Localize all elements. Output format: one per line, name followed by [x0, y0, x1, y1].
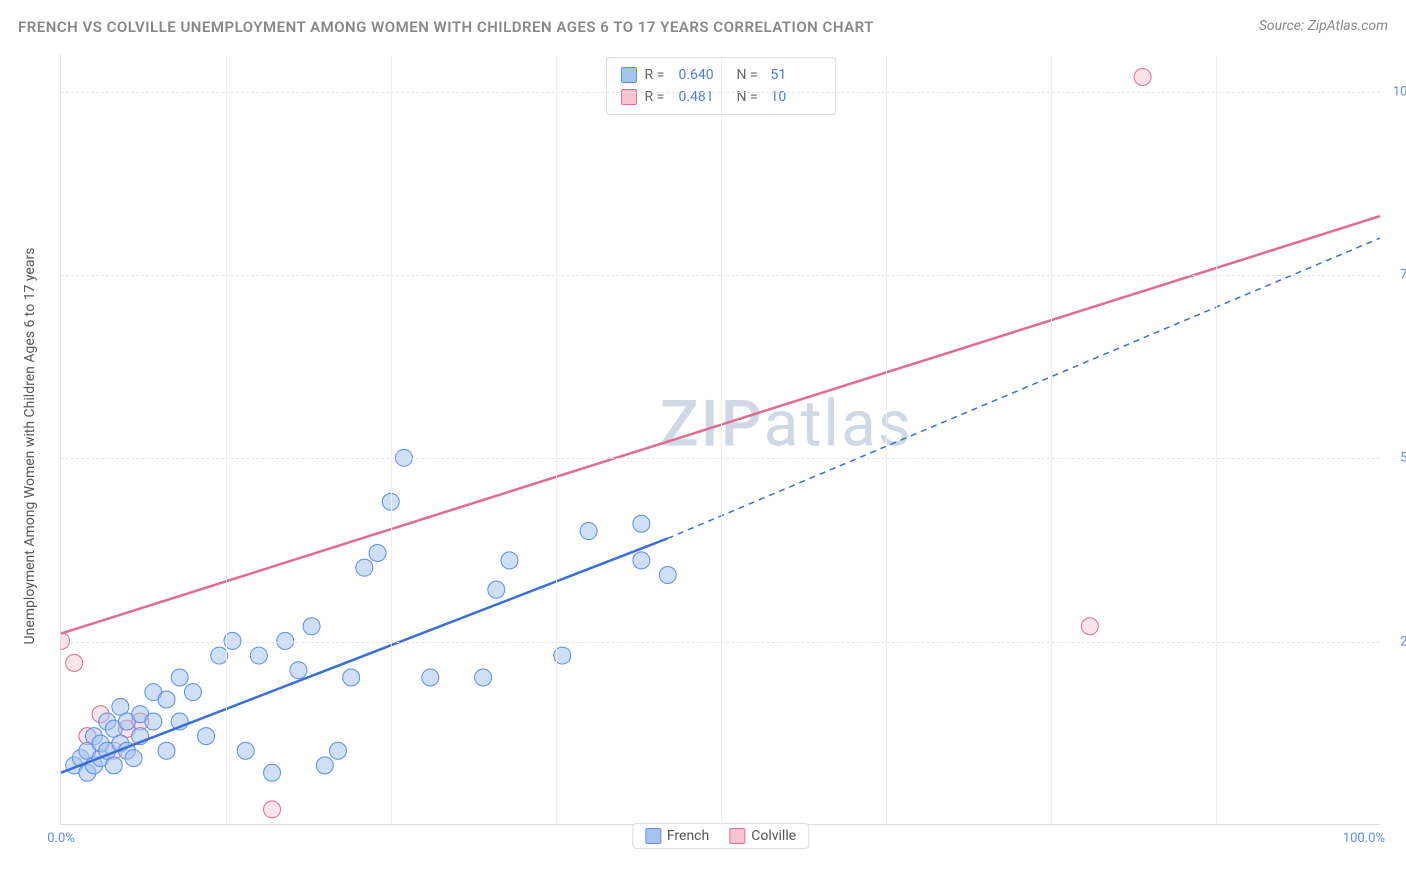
legend-series-item: French: [645, 828, 709, 844]
legend-series-label: French: [667, 828, 709, 844]
legend-n-value: 51: [771, 67, 821, 83]
grid-line-v: [556, 55, 557, 824]
legend-series: French Colville: [632, 823, 809, 849]
legend-swatch: [621, 67, 637, 83]
legend-swatch: [645, 828, 661, 844]
grid-line-v: [1216, 55, 1217, 824]
legend-r-label: R =: [645, 67, 671, 83]
grid-line-v: [226, 55, 227, 824]
y-axis-tick: 25.0%: [1400, 634, 1406, 649]
x-axis-tick-right: 100.0%: [1343, 831, 1385, 846]
grid-line-v: [886, 55, 887, 824]
chart-title: FRENCH VS COLVILLE UNEMPLOYMENT AMONG WO…: [18, 18, 874, 36]
legend-series-item: Colville: [729, 828, 796, 844]
legend-series-label: Colville: [751, 828, 796, 844]
y-axis-tick: 100.0%: [1393, 84, 1406, 99]
grid-line-v: [1051, 55, 1052, 824]
y-axis-tick: 50.0%: [1400, 451, 1406, 466]
grid-line-v: [391, 55, 392, 824]
y-axis-label: Unemployment Among Women with Children A…: [22, 248, 38, 645]
x-axis-tick-left: 0.0%: [47, 831, 75, 846]
legend-swatch: [729, 828, 745, 844]
legend-n-label: N =: [737, 67, 763, 83]
grid-line-v: [721, 55, 722, 824]
y-axis-tick: 75.0%: [1400, 268, 1406, 283]
chart-area: ZIPatlas R = 0.640 N = 51 R = 0.481 N = …: [60, 55, 1380, 825]
source-label: Source: ZipAtlas.com: [1259, 18, 1388, 34]
